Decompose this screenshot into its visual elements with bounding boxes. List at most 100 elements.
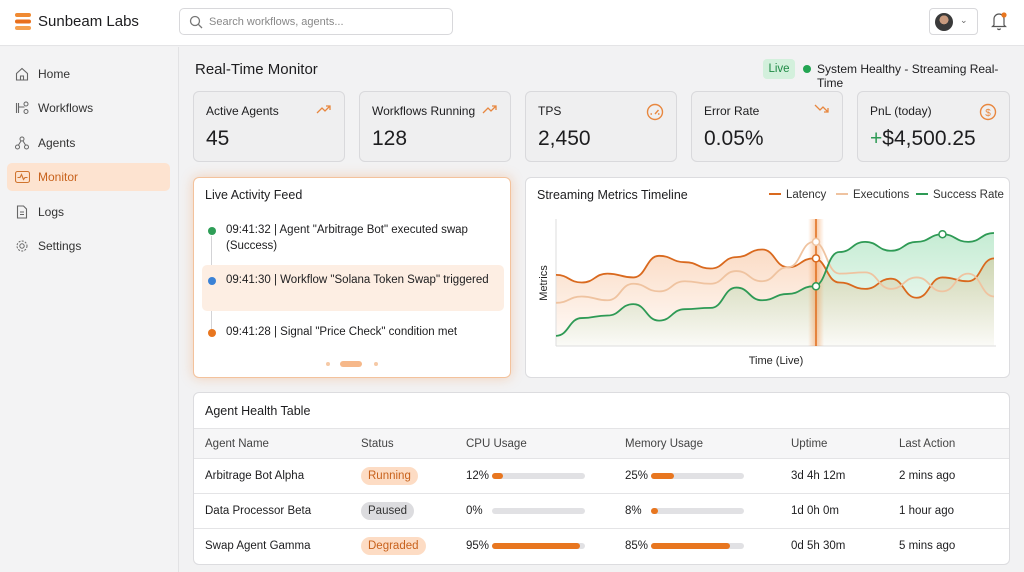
cpu-label: 0% (466, 505, 483, 517)
table-row[interactable]: Swap Agent Gamma Degraded 95% 85% 0d 5h … (194, 528, 1009, 563)
feed-time: 09:41:28 (226, 326, 271, 338)
legend-label: Executions (853, 189, 910, 201)
sidebar-item-label: Monitor (38, 170, 79, 184)
status-cell: Running (361, 459, 418, 493)
kpi-value: 2,450 (538, 127, 591, 150)
sidebar-item-label: Home (38, 67, 71, 81)
kpi-label: Error Rate (704, 104, 760, 118)
trending-down-icon (814, 104, 829, 113)
cpu-bar-fill (492, 543, 581, 549)
column-header[interactable]: Memory Usage (625, 437, 703, 450)
table-row[interactable]: Data Processor Beta Paused 0% 8% 1d 0h 0… (194, 493, 1009, 528)
cpu-bar (492, 508, 585, 514)
kpi-label: Workflows Running (372, 104, 476, 118)
chart-title: Streaming Metrics Timeline (537, 188, 688, 202)
cpu-bar-fill (492, 473, 504, 479)
sidebar-item-monitor[interactable]: Monitor (7, 163, 170, 191)
last-action: 1 hour ago (899, 505, 954, 517)
kpi-tps: TPS 2,450 (525, 91, 677, 162)
agent-health-table: Agent Health Table Agent Name Status CPU U… (193, 392, 1010, 565)
y-axis-label: Metrics (538, 265, 550, 301)
sidebar: Home Workflows Agents Monitor Logs Setti… (0, 47, 179, 572)
column-header[interactable]: Status (361, 437, 394, 450)
activity-icon (15, 170, 30, 184)
series-line-success-rate[interactable] (555, 232, 995, 337)
live-badge: Live (763, 59, 795, 79)
page-title: Real-Time Monitor (195, 61, 318, 78)
live-activity-feed: Live Activity Feed 09:41:32 | Agent "Arb… (193, 177, 511, 378)
kpi-label: PnL (today) (870, 104, 932, 118)
feed-text: Signal "Price Check" condition met (280, 326, 458, 338)
system-status: System Healthy - Streaming Real-Time (817, 62, 999, 90)
cpu-bar (492, 543, 585, 549)
trending-up-icon (482, 105, 497, 114)
status-cell: Paused (361, 494, 415, 528)
chart-legend: Latency Executions Success Rate (769, 189, 1004, 201)
series-area-success-rate (556, 232, 994, 346)
kpi-value: 0.05% (704, 127, 764, 150)
last-action: 5 mins ago (899, 540, 956, 552)
series-line-latency[interactable] (555, 248, 995, 299)
feed-text: Agent "Arbitrage Bot" executed swap (Suc… (226, 224, 468, 252)
feed-item[interactable]: 09:41:28 | Signal "Price Check" conditio… (202, 324, 504, 344)
sidebar-item-settings[interactable]: Settings (7, 232, 170, 260)
kpi-value: 45 (206, 127, 230, 150)
legend-label: Success Rate (933, 189, 1004, 201)
dollar-icon: $ (979, 103, 997, 121)
sidebar-item-label: Settings (38, 239, 82, 253)
column-header[interactable]: Uptime (791, 437, 828, 450)
series-line-executions[interactable] (555, 240, 995, 304)
feed-text: Workflow "Solana Token Swap" triggered (280, 274, 489, 286)
feed-item[interactable]: 09:41:32 | Agent "Arbitrage Bot" execute… (202, 222, 504, 258)
memory-label: 8% (625, 505, 642, 517)
kpi-pnl: PnL (today) +$4,500.25 $ (857, 91, 1010, 162)
chevron-down-icon: ⌄ (960, 15, 968, 25)
kpi-label: Active Agents (206, 104, 279, 118)
uptime: 0d 5h 30m (791, 540, 846, 552)
memory-label: 25% (625, 470, 649, 482)
user-menu-button[interactable]: ⌄ (929, 8, 978, 35)
memory-label: 85% (625, 540, 649, 552)
sidebar-item-agents[interactable]: Agents (7, 129, 170, 157)
agent-name: Data Processor Beta (205, 505, 312, 517)
memory-bar (651, 508, 744, 514)
feed-pagination[interactable] (324, 360, 380, 368)
column-header[interactable]: CPU Usage (466, 437, 527, 450)
feed-time: 09:41:30 (226, 274, 271, 286)
sidebar-item-label: Logs (38, 205, 65, 219)
kpi-sign: + (870, 127, 883, 150)
chart-svg: Streaming Metrics Timeline Latency Execut… (537, 188, 1004, 367)
feed-item[interactable]: 09:41:30 | Workflow "Solana Token Swap" … (202, 265, 504, 311)
kpi-label: TPS (538, 104, 562, 118)
x-axis-label: Time (Live) (749, 355, 804, 367)
sidebar-item-workflows[interactable]: Workflows (7, 94, 170, 122)
status-dot (208, 277, 216, 285)
bell-icon[interactable] (990, 11, 1008, 31)
gear-icon (16, 240, 28, 252)
last-action: 2 mins ago (899, 470, 956, 482)
legend-label: Latency (786, 189, 827, 201)
trending-up-icon (316, 105, 331, 114)
cpu-bar (492, 473, 585, 479)
sidebar-item-home[interactable]: Home (7, 60, 170, 88)
cpu-label: 95% (466, 540, 490, 552)
sidebar-item-logs[interactable]: Logs (7, 198, 170, 226)
search-box[interactable] (179, 8, 453, 35)
file-icon (16, 205, 28, 219)
kpi-value: +$4,500.25 (870, 127, 976, 151)
peak-marker (938, 229, 947, 239)
table-row[interactable]: Arbitrage Bot Alpha Running 12% 25% 3d 4… (194, 458, 1009, 493)
column-header[interactable]: Last Action (899, 437, 956, 450)
agent-name: Swap Agent Gamma (205, 540, 311, 552)
workflow-icon (15, 101, 29, 114)
search-input[interactable] (209, 13, 439, 31)
sidebar-item-label: Agents (38, 136, 76, 150)
status-badge: Degraded (361, 537, 426, 555)
feed-time: 09:41:32 (226, 224, 271, 236)
uptime: 1d 0h 0m (791, 505, 839, 517)
streaming-metrics-chart: Streaming Metrics Timeline Latency Execut… (525, 177, 1010, 378)
home-icon (15, 67, 29, 81)
status-dot (208, 227, 216, 235)
column-header[interactable]: Agent Name (205, 437, 269, 450)
crosshair-marker (811, 282, 821, 291)
